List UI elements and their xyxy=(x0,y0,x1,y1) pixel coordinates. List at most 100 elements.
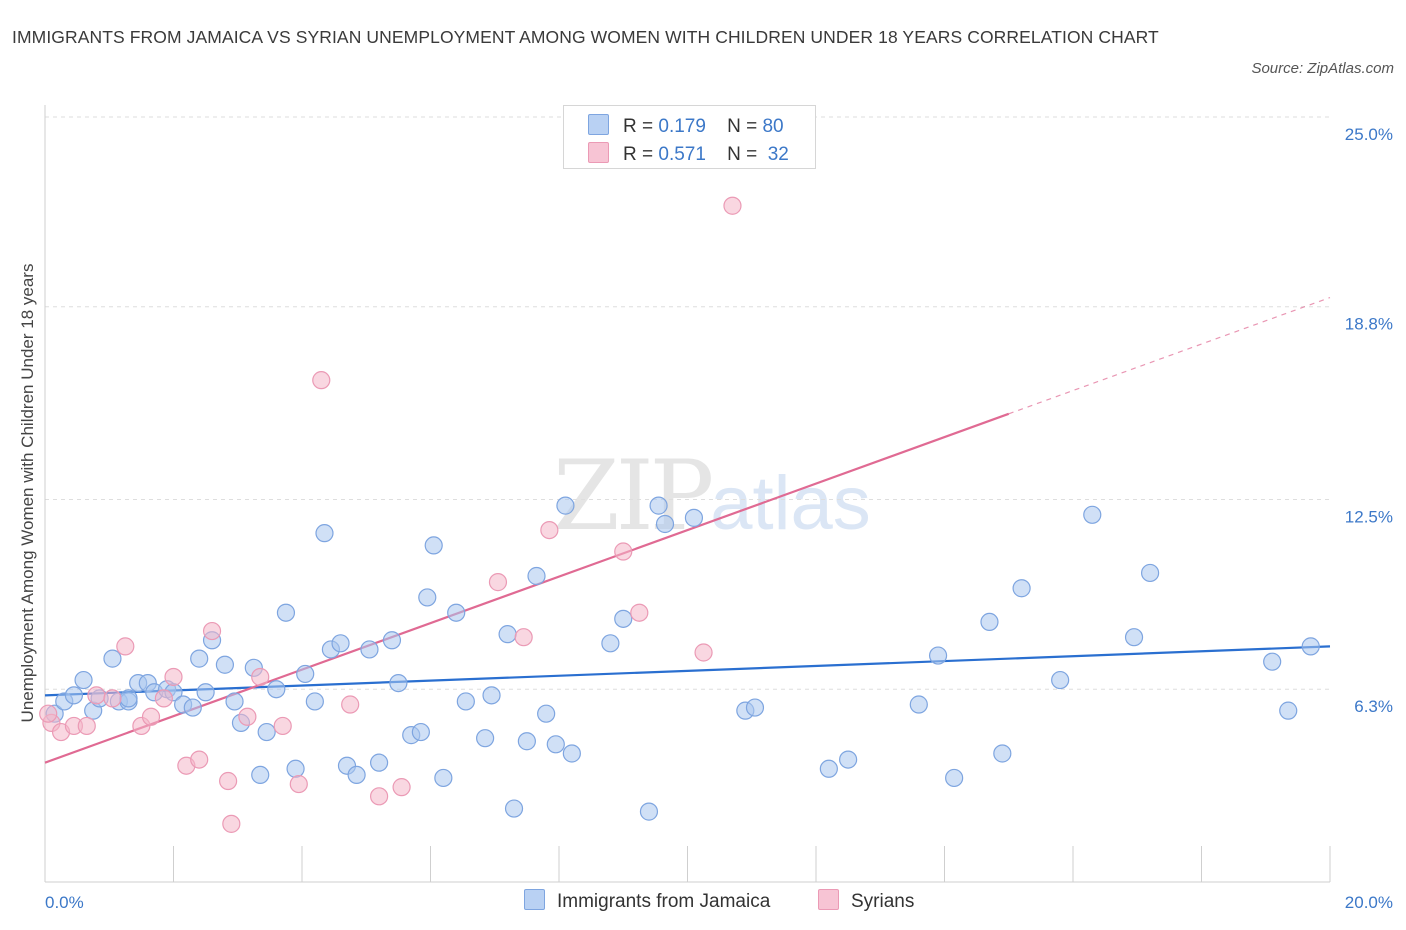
point-jamaica xyxy=(225,692,244,711)
point-jamaica xyxy=(360,640,379,659)
point-syrians xyxy=(251,667,270,687)
point-jamaica xyxy=(64,686,84,705)
point-syrians xyxy=(116,637,135,656)
point-jamaica xyxy=(1012,579,1031,598)
point-jamaica xyxy=(649,496,668,515)
point-syrians xyxy=(39,704,58,723)
point-jamaica xyxy=(639,802,659,821)
y-tick-label: 18.8% xyxy=(1345,315,1393,334)
legend-swatch-syrians xyxy=(588,142,609,163)
tick-labels: 6.3% 12.5% 18.8% 25.0% 0.0% 20.0% xyxy=(45,125,1393,912)
point-syrians xyxy=(103,689,122,708)
point-jamaica xyxy=(556,496,575,515)
legend-n-label: N = xyxy=(727,116,758,137)
point-syrians xyxy=(341,695,360,714)
point-jamaica xyxy=(424,536,443,555)
bottom-legend-jamaica: Immigrants from Jamaica xyxy=(524,889,770,913)
point-jamaica xyxy=(447,603,466,622)
point-jamaica xyxy=(347,765,366,785)
point-jamaica xyxy=(286,759,305,778)
point-jamaica xyxy=(119,689,138,708)
watermark-zip: ZIP xyxy=(553,440,714,552)
point-jamaica xyxy=(382,631,402,650)
legend-r-label: R = xyxy=(623,116,654,137)
point-jamaica xyxy=(498,625,517,644)
legend-n-value: 32 xyxy=(767,144,789,165)
point-jamaica xyxy=(601,634,620,653)
point-syrians xyxy=(488,573,508,592)
point-jamaica xyxy=(370,753,389,772)
point-jamaica xyxy=(215,655,234,674)
point-jamaica xyxy=(315,524,334,543)
bottom-legend-swatch-syrians xyxy=(818,889,839,910)
point-jamaica xyxy=(103,649,122,668)
point-jamaica xyxy=(411,722,430,742)
point-jamaica xyxy=(819,759,838,778)
point-syrians xyxy=(141,707,161,726)
point-syrians xyxy=(614,542,633,561)
point-jamaica xyxy=(909,695,928,714)
point-jamaica xyxy=(527,566,546,586)
point-jamaica xyxy=(1124,628,1144,647)
point-syrians xyxy=(514,628,533,647)
point-jamaica xyxy=(993,744,1012,763)
legend-r-label: R = xyxy=(623,144,654,165)
y-tick-label: 25.0% xyxy=(1345,125,1393,144)
point-jamaica xyxy=(257,722,276,742)
point-jamaica xyxy=(418,588,437,607)
point-jamaica xyxy=(980,612,999,632)
x-tick-label-min: 0.0% xyxy=(45,893,84,912)
watermark-atlas: atlas xyxy=(710,461,871,546)
point-syrians xyxy=(219,771,238,791)
point-jamaica xyxy=(476,729,495,748)
point-syrians xyxy=(202,621,222,641)
bottom-legend-label: Syrians xyxy=(851,891,915,912)
source-label: Source: ZipAtlas.com xyxy=(1251,60,1394,77)
point-syrians xyxy=(370,787,389,806)
data-points xyxy=(39,196,1320,833)
chart-title: IMMIGRANTS FROM JAMAICA VS SYRIAN UNEMPL… xyxy=(12,27,1159,47)
trend-line-jamaica xyxy=(44,645,1331,697)
point-jamaica xyxy=(945,768,964,788)
point-syrians xyxy=(164,667,183,687)
point-jamaica xyxy=(537,704,556,723)
x-tick-label-max: 20.0% xyxy=(1345,893,1393,912)
point-jamaica xyxy=(456,692,475,711)
bottom-legend-syrians: Syrians xyxy=(818,889,914,913)
point-syrians xyxy=(77,716,96,736)
legend-swatch-jamaica xyxy=(588,114,609,135)
y-tick-label: 6.3% xyxy=(1354,697,1393,716)
point-syrians xyxy=(154,689,173,708)
point-syrians xyxy=(723,196,742,215)
legend: R = 0.179 N = 80 R = 0.571 N = 32 xyxy=(563,105,816,169)
point-jamaica xyxy=(517,732,536,751)
point-jamaica xyxy=(196,683,215,702)
legend-row-jamaica: R = 0.179 N = 80 xyxy=(588,114,784,137)
point-jamaica xyxy=(331,634,350,653)
point-syrians xyxy=(392,778,411,797)
point-jamaica xyxy=(562,744,581,763)
grid xyxy=(45,116,1330,690)
point-jamaica xyxy=(928,646,948,665)
point-jamaica xyxy=(1140,563,1160,583)
point-syrians xyxy=(273,716,292,736)
point-jamaica xyxy=(745,698,765,717)
point-jamaica xyxy=(74,670,93,690)
point-syrians xyxy=(87,686,106,705)
point-jamaica xyxy=(1263,652,1282,671)
point-syrians xyxy=(238,707,257,726)
y-axis-title: Unemployment Among Women with Children U… xyxy=(18,264,37,723)
axes xyxy=(44,105,1331,883)
point-jamaica xyxy=(614,609,633,628)
point-jamaica xyxy=(389,673,408,693)
trend-line-syrians xyxy=(44,412,1010,764)
legend-row-syrians: R = 0.571 N = 32 xyxy=(588,142,789,165)
point-syrians xyxy=(289,774,308,794)
point-jamaica xyxy=(1083,505,1102,524)
point-jamaica xyxy=(655,514,675,534)
watermark: ZIPatlas xyxy=(553,440,871,552)
point-jamaica xyxy=(839,750,858,769)
bottom-legend-label: Immigrants from Jamaica xyxy=(557,891,771,912)
point-jamaica xyxy=(1051,670,1070,690)
